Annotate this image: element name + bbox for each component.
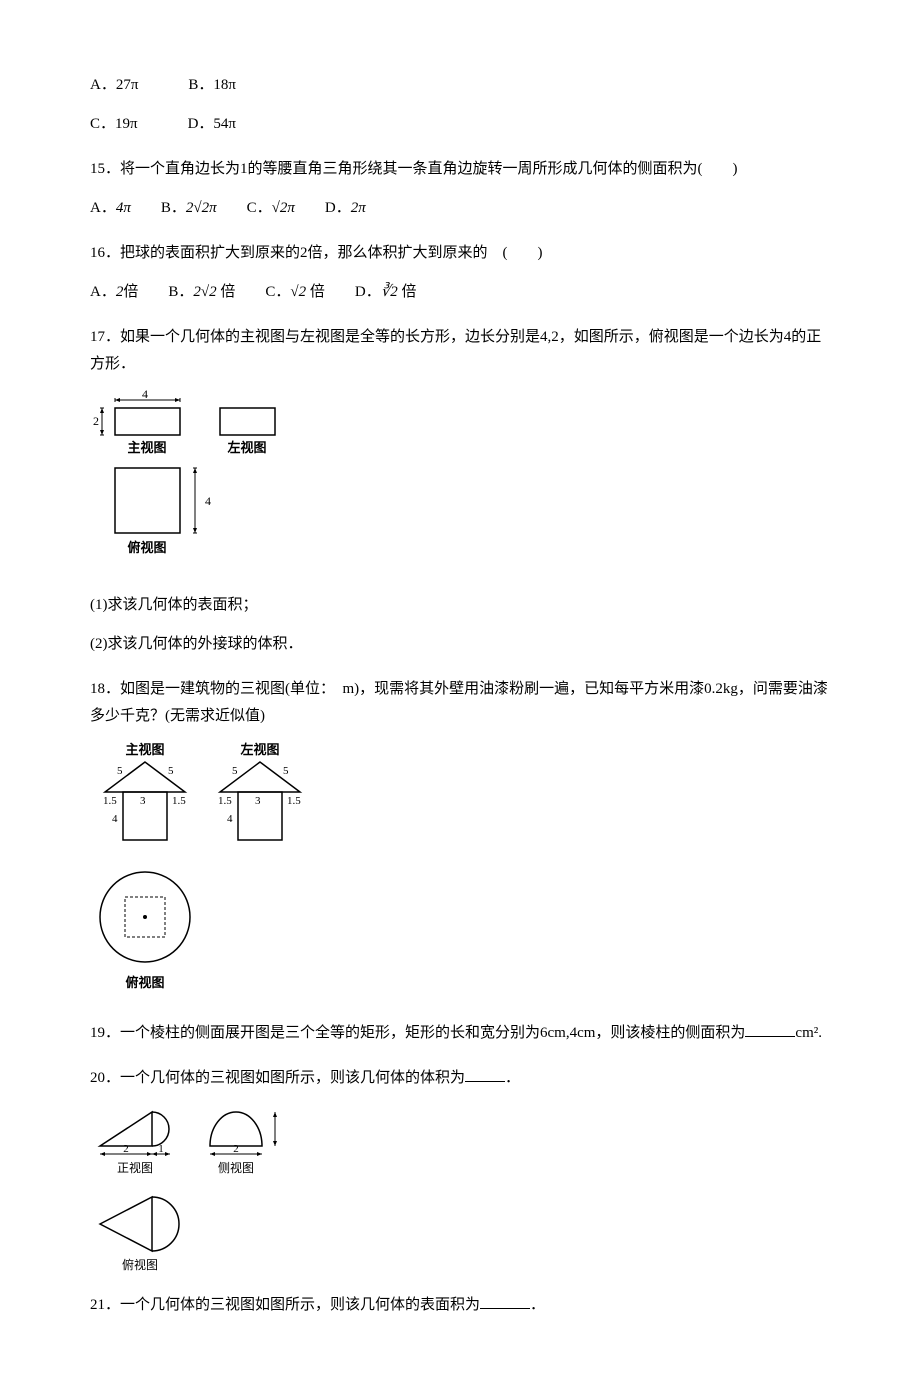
q18-d5-4: 5 bbox=[283, 765, 289, 777]
q18-label-left: 左视图 bbox=[240, 742, 279, 757]
q17-dim4-top: 4 bbox=[142, 390, 148, 401]
q17-label-left: 左视图 bbox=[227, 440, 266, 455]
q16-options: A．2倍 B．2√2 倍 C．√2 倍 D．∛2 倍 bbox=[90, 279, 830, 306]
q21-text-after: ． bbox=[530, 1297, 545, 1313]
q17-figure: 4 2 主视图 左视图 4 俯视图 bbox=[90, 390, 830, 580]
q21: 21．一个几何体的三视图如图所示，则该几何体的表面积为 ． bbox=[90, 1292, 830, 1319]
q15-text: 15．将一个直角边长为1的等腰直角三角形绕其一条直角边旋转一周所形成几何体的侧面… bbox=[90, 156, 830, 183]
q15-option-c: C．√2π bbox=[247, 195, 295, 222]
q17-label-main: 主视图 bbox=[127, 440, 166, 455]
q18-d4-2: 4 bbox=[227, 813, 233, 825]
q16-option-d: D．∛2 倍 bbox=[355, 279, 417, 306]
q20-label-top: 俯视图 bbox=[122, 1257, 158, 1272]
q20-d2-2: 2 bbox=[233, 1143, 239, 1155]
q17-dim4-right: 4 bbox=[205, 494, 211, 508]
q19-text-after: cm². bbox=[795, 1025, 822, 1041]
q14-option-d: D．54π bbox=[188, 111, 236, 138]
q15-option-d: D．2π bbox=[325, 195, 366, 222]
q18-d3-1: 3 bbox=[140, 795, 146, 807]
q18-d15-4: 1.5 bbox=[287, 795, 301, 807]
q18-figure: 主视图 5 5 1.5 3 1.5 4 左视图 5 5 1.5 3 1.5 4 … bbox=[90, 742, 830, 1002]
q20-blank bbox=[465, 1066, 505, 1082]
q16-option-b: B．2√2 倍 bbox=[168, 279, 235, 306]
q18-d5-3: 5 bbox=[232, 765, 238, 777]
q18-label-main: 主视图 bbox=[125, 742, 164, 757]
q14-option-b: B．18π bbox=[188, 72, 236, 99]
q19-blank bbox=[745, 1021, 795, 1037]
q16-option-a: A．2倍 bbox=[90, 279, 138, 306]
q14-option-c: C．19π bbox=[90, 111, 138, 138]
q18-d4-1: 4 bbox=[112, 813, 118, 825]
q18-d5-1: 5 bbox=[117, 765, 123, 777]
q17-label-top: 俯视图 bbox=[127, 540, 166, 555]
q16-text: 16．把球的表面积扩大到原来的2倍，那么体积扩大到原来的 ( ) bbox=[90, 240, 830, 267]
q21-text-before: 21．一个几何体的三视图如图所示，则该几何体的表面积为 bbox=[90, 1297, 480, 1313]
q20-text-after: ． bbox=[505, 1070, 520, 1086]
q18-d15-3: 1.5 bbox=[218, 795, 232, 807]
q21-blank bbox=[480, 1293, 530, 1309]
q17-dim2: 2 bbox=[93, 414, 99, 428]
q18-d3-2: 3 bbox=[255, 795, 261, 807]
q20: 20．一个几何体的三视图如图所示，则该几何体的体积为 ． bbox=[90, 1065, 830, 1092]
q18-d5-2: 5 bbox=[168, 765, 174, 777]
q20-d1: 1 bbox=[158, 1143, 164, 1155]
q18-d15-2: 1.5 bbox=[172, 795, 186, 807]
q17-sub1: (1)求该几何体的表面积； bbox=[90, 592, 830, 619]
q17-text: 17．如果一个几何体的主视图与左视图是全等的长方形，边长分别是4,2，如图所示，… bbox=[90, 324, 830, 378]
q18-d15-1: 1.5 bbox=[103, 795, 117, 807]
q18-label-top: 俯视图 bbox=[125, 975, 164, 990]
q17-sub2: (2)求该几何体的外接球的体积． bbox=[90, 631, 830, 658]
q15-option-a: A．4π bbox=[90, 195, 131, 222]
q15-options: A．4π B．2√2π C．√2π D．2π bbox=[90, 195, 830, 222]
q19: 19．一个棱柱的侧面展开图是三个全等的矩形，矩形的长和宽分别为6cm,4cm，则… bbox=[90, 1020, 830, 1047]
q16-option-c: C．√2 倍 bbox=[265, 279, 325, 306]
q20-label-side: 侧视图 bbox=[218, 1160, 254, 1175]
q20-d2-1: 2 bbox=[123, 1143, 129, 1155]
q18-text: 18．如图是一建筑物的三视图(单位： m)，现需将其外壁用油漆粉刷一遍，已知每平… bbox=[90, 676, 830, 730]
q15-option-b: B．2√2π bbox=[161, 195, 217, 222]
q19-text-before: 19．一个棱柱的侧面展开图是三个全等的矩形，矩形的长和宽分别为6cm,4cm，则… bbox=[90, 1025, 745, 1041]
q14-options-row1: A．27π B．18π bbox=[90, 72, 830, 99]
q20-figure: 2 1 正视图 2 侧视图 俯视图 bbox=[90, 1104, 830, 1274]
q14-option-a: A．27π bbox=[90, 72, 138, 99]
q20-label-front: 正视图 bbox=[117, 1160, 153, 1175]
q20-text-before: 20．一个几何体的三视图如图所示，则该几何体的体积为 bbox=[90, 1070, 465, 1086]
q14-options-row2: C．19π D．54π bbox=[90, 111, 830, 138]
